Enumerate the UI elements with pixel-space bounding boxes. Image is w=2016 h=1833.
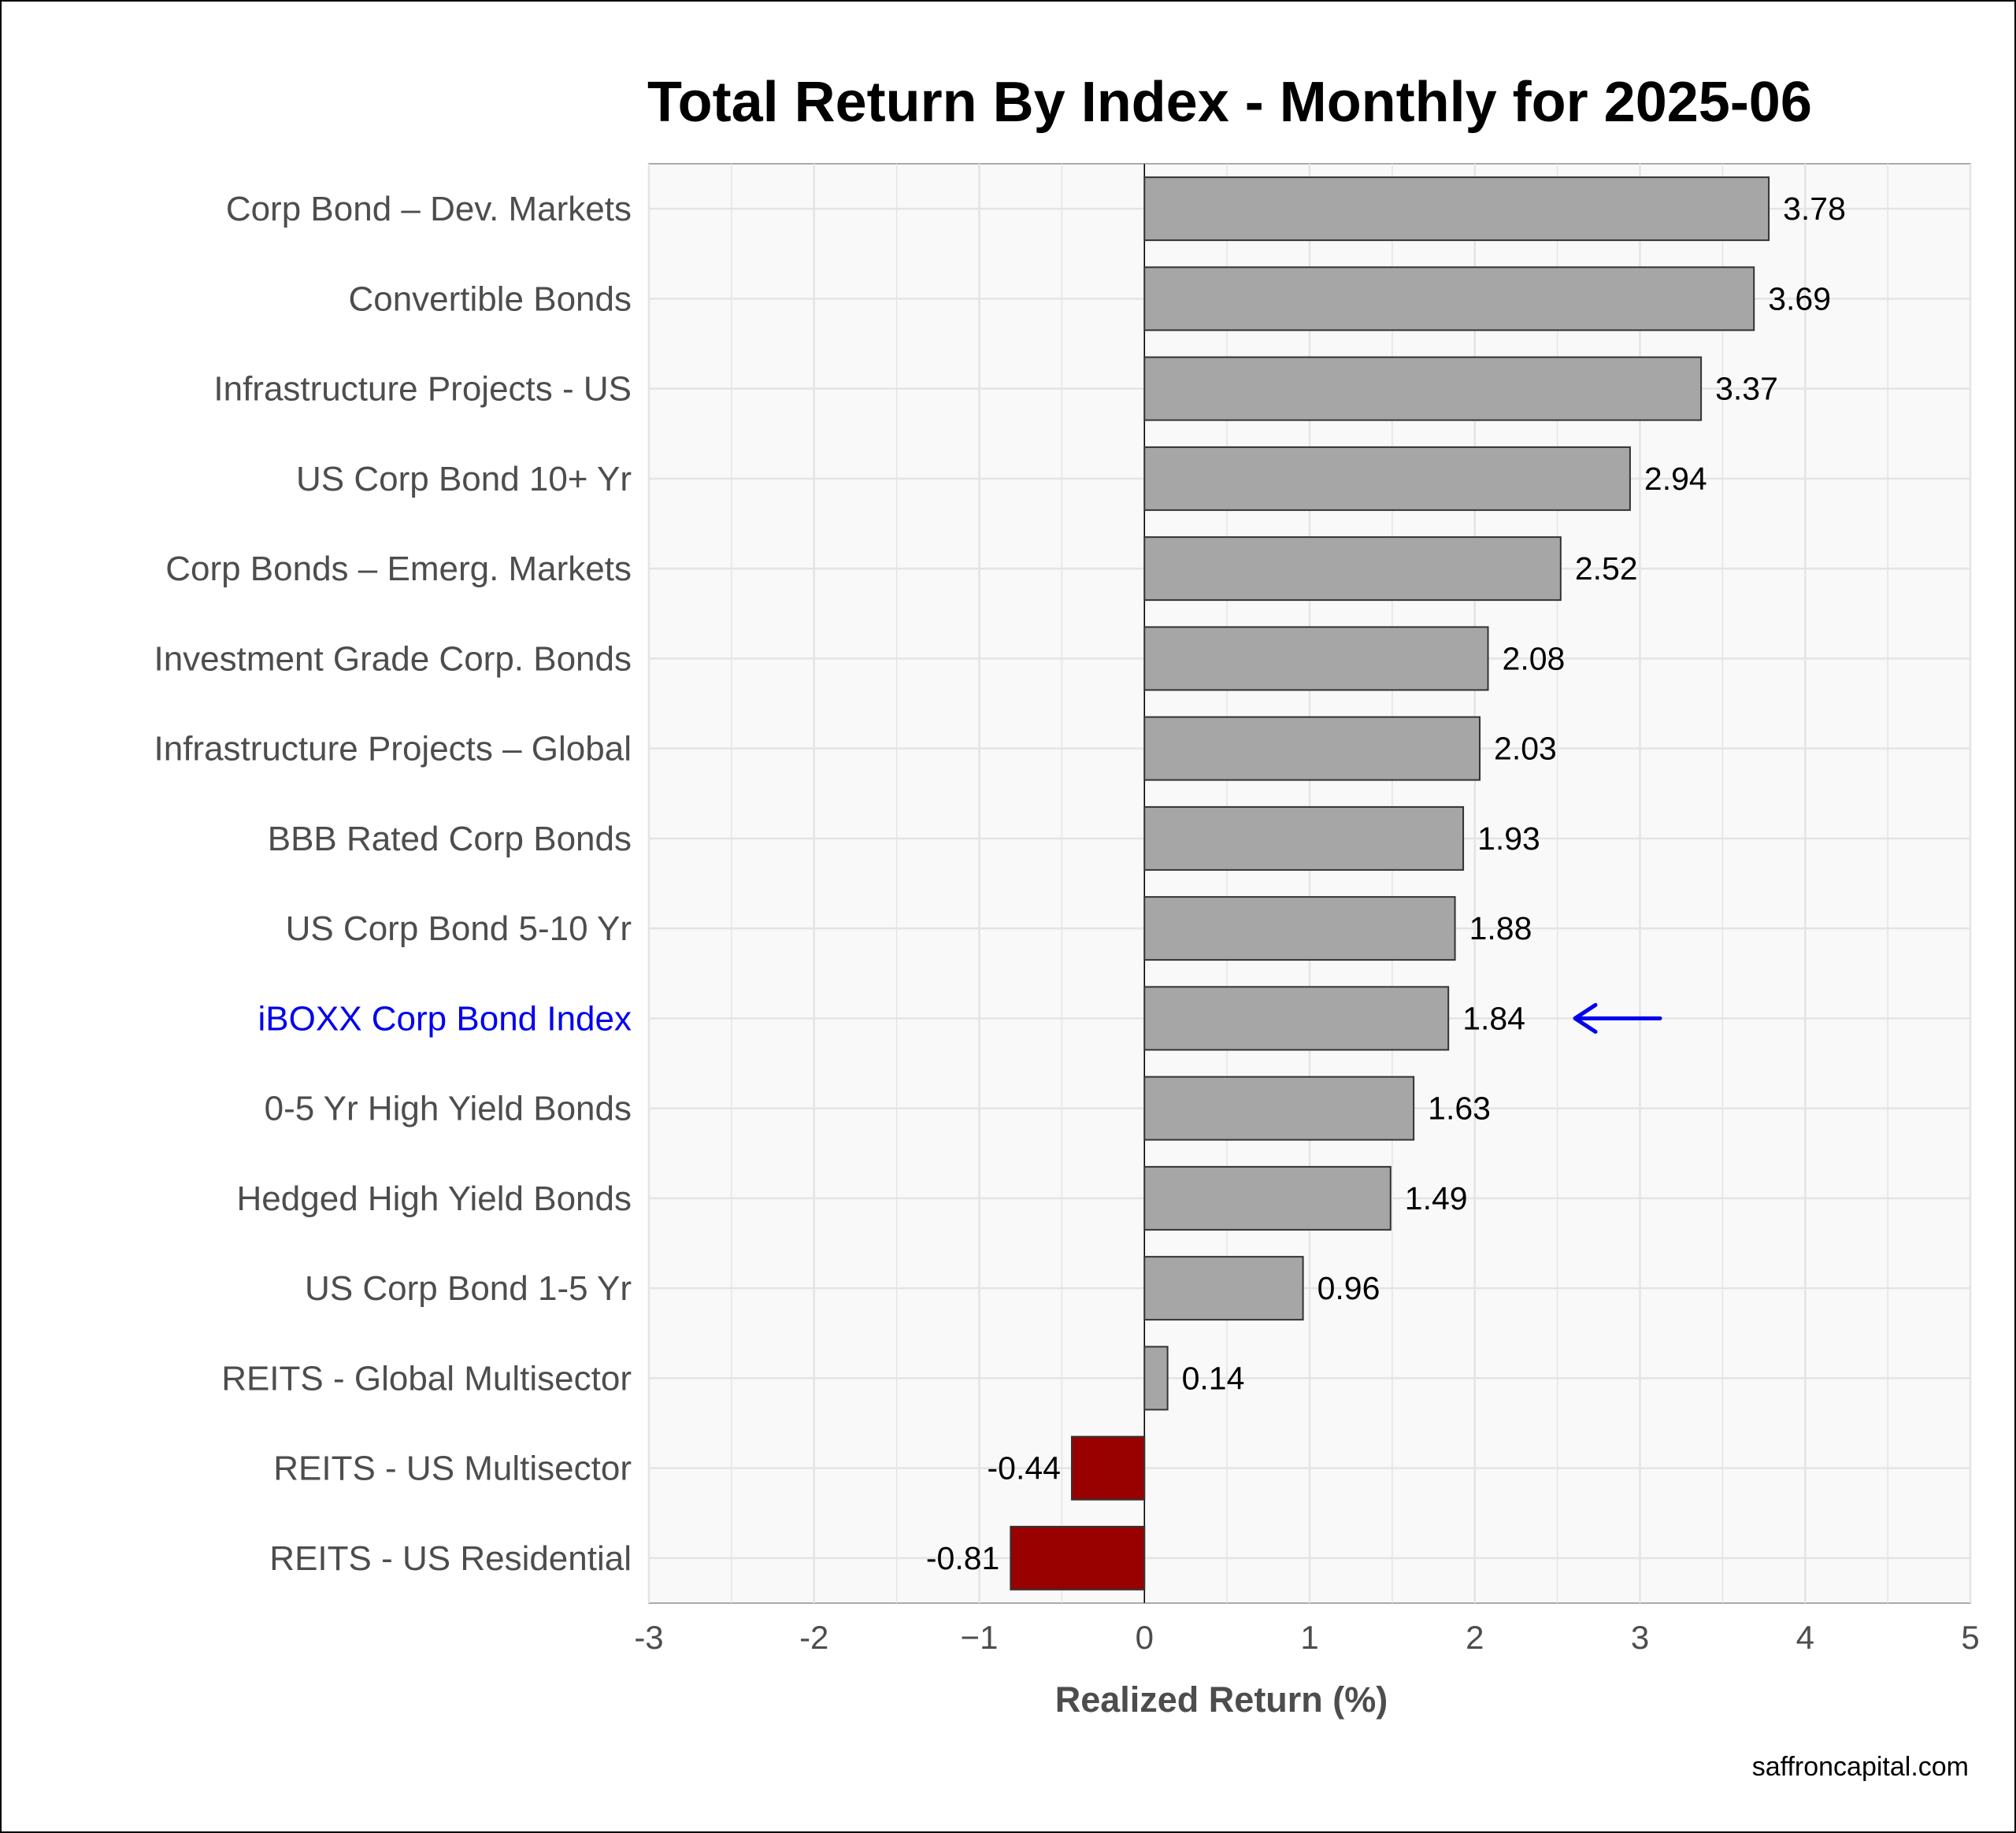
category-label: 0-5 Yr High Yield Bonds: [265, 1090, 632, 1128]
category-label: US Corp Bond 10+ Yr: [296, 460, 632, 498]
bar: [1010, 1525, 1146, 1590]
bar: [1143, 1346, 1169, 1411]
category-label: Infrastructure Projects - US: [213, 370, 632, 409]
bar: [1143, 896, 1456, 961]
bar: [1143, 1165, 1392, 1231]
x-tick-label: 2: [1466, 1619, 1484, 1656]
bar: [1143, 716, 1481, 781]
category-label: Infrastructure Projects – Global: [154, 730, 632, 768]
category-label: REITS - Global Multisector: [221, 1359, 632, 1398]
category-label: REITS - US Residential: [269, 1539, 632, 1578]
x-tick-label: 3: [1631, 1619, 1649, 1656]
bar: [1143, 356, 1703, 421]
bar: [1143, 1256, 1304, 1321]
value-label: 1.84: [1462, 1000, 1525, 1036]
value-label: 2.08: [1503, 640, 1566, 676]
value-label: -0.81: [926, 1540, 999, 1576]
category-label: REITS - US Multisector: [273, 1450, 632, 1488]
bar: [1143, 176, 1770, 242]
bar: [1143, 986, 1450, 1051]
source-credit: saffroncapital.com: [1752, 1752, 1969, 1782]
category-label: Investment Grade Corp. Bonds: [154, 639, 632, 678]
bar: [1143, 626, 1489, 691]
category-label: US Corp Bond 1-5 Yr: [305, 1269, 632, 1308]
value-label: 2.03: [1494, 731, 1557, 767]
x-tick-label: −1: [961, 1619, 999, 1656]
bar: [1143, 446, 1631, 511]
category-label: Hedged High Yield Bonds: [237, 1179, 632, 1218]
value-label: 3.37: [1715, 371, 1778, 407]
category-label: Corp Bond – Dev. Markets: [226, 190, 632, 228]
bar: [1143, 805, 1465, 871]
x-tick-label: -3: [634, 1619, 663, 1656]
x-tick-label: 4: [1796, 1619, 1814, 1656]
category-label: Convertible Bonds: [348, 280, 632, 318]
bar: [1143, 266, 1755, 331]
x-tick-label: 1: [1300, 1619, 1318, 1656]
bar: [1143, 536, 1562, 602]
value-label: 2.52: [1575, 550, 1638, 587]
chart-title: Total Return By Index - Monthly for 2025…: [647, 71, 1812, 134]
value-label: 3.69: [1768, 280, 1831, 317]
x-axis-title: Realized Return (%): [1055, 1679, 1388, 1720]
highlight-arrow-head: [1573, 1002, 1598, 1034]
bar: [1070, 1435, 1146, 1501]
value-label: -0.44: [988, 1450, 1061, 1487]
category-label: iBOXX Corp Bond Index: [258, 999, 632, 1038]
category-label: BBB Rated Corp Bonds: [268, 820, 632, 858]
category-label: Corp Bonds – Emerg. Markets: [165, 550, 632, 588]
category-label: US Corp Bond 5-10 Yr: [286, 909, 632, 948]
value-label: 1.49: [1405, 1180, 1468, 1216]
value-label: 0.14: [1182, 1360, 1245, 1396]
value-label: 1.93: [1477, 820, 1540, 857]
bar: [1143, 1076, 1415, 1141]
value-label: 3.78: [1783, 191, 1846, 227]
x-tick-label: 0: [1136, 1619, 1154, 1656]
value-label: 2.94: [1644, 461, 1707, 497]
x-tick-label: -2: [799, 1619, 828, 1656]
x-tick-label: 5: [1961, 1619, 1979, 1656]
value-label: 1.63: [1428, 1091, 1491, 1127]
value-label: 0.96: [1317, 1270, 1380, 1306]
value-label: 1.88: [1469, 910, 1532, 946]
